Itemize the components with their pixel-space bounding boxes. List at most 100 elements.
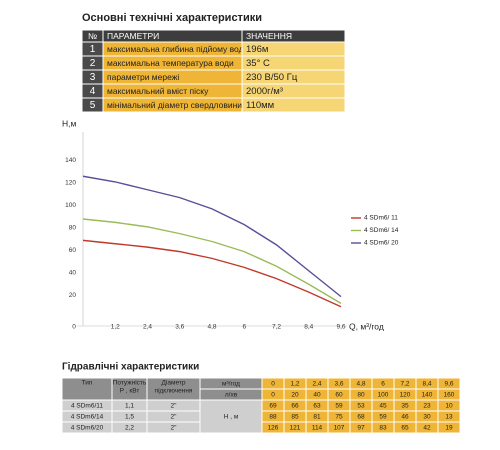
table-cell-text: 2 — [90, 58, 96, 69]
table-cell-text: 8,4 — [422, 381, 431, 388]
table-cell-text: 53 — [357, 403, 365, 410]
table-cell-text: 81 — [313, 414, 321, 421]
table-cell-text: 45 — [379, 403, 387, 410]
table-cell-text: 75 — [335, 414, 343, 421]
table-header: ЗНАЧЕННЯ — [246, 31, 292, 41]
table-cell-text: 160 — [444, 392, 455, 399]
legend-label: 4 SDm6/ 14 — [364, 227, 399, 234]
table-cell-text: 7,2 — [400, 381, 409, 388]
table-cell-text: 110мм — [246, 100, 274, 111]
table-cell-text: 63 — [313, 403, 321, 410]
table-cell-text: 13 — [445, 414, 453, 421]
y-tick-label: 60 — [69, 247, 77, 254]
table-header: Діаметр — [162, 379, 186, 387]
y-tick-label: 100 — [65, 202, 76, 209]
table-cell-text: 100 — [378, 392, 389, 399]
y-tick-label: 120 — [65, 180, 76, 187]
table-cell-text: 126 — [268, 425, 279, 432]
y-tick-label: 80 — [69, 225, 77, 232]
table-cell-text: 2" — [171, 425, 178, 432]
table-header: Потужність — [113, 379, 147, 387]
table-cell-text: 60 — [335, 392, 343, 399]
table-cell — [241, 97, 346, 113]
table-cell-text: 59 — [335, 403, 343, 410]
table-header: м³/год — [222, 381, 240, 388]
x-tick-label: 9,6 — [336, 324, 345, 331]
table-cell-text: 120 — [400, 392, 411, 399]
table-cell-text: 97 — [357, 425, 365, 432]
table-cell-text: 80 — [357, 392, 365, 399]
table-cell-text: максимальний вміст піску — [107, 86, 209, 96]
table-cell-text: 1,1 — [125, 403, 134, 410]
table-cell-text: 66 — [291, 403, 299, 410]
table-header: підключення — [155, 387, 193, 395]
table-cell-text: 140 — [422, 392, 433, 399]
table-cell-text: 35° С — [246, 58, 270, 69]
table-cell-text: максимальна глибина підйому води — [107, 44, 249, 54]
legend-label: 4 SDm6/ 20 — [364, 240, 399, 247]
x-tick-label: 4,8 — [207, 324, 216, 331]
y-tick-label: 20 — [69, 292, 77, 299]
table-cell-text: 69 — [269, 403, 277, 410]
table-header: Р , кВт — [120, 388, 140, 395]
table-cell-text: 9,6 — [444, 381, 453, 388]
table-cell-text: 4 SDm6/20 — [71, 425, 104, 432]
table-header: № — [88, 31, 97, 41]
table-cell-text: 20 — [291, 392, 299, 399]
x-tick-label: 3,6 — [175, 324, 184, 331]
table-cell-text: 2" — [171, 403, 178, 410]
table-cell-text: 114 — [312, 425, 323, 432]
table-cell-text: 68 — [357, 414, 365, 421]
table-cell-text: 4 SDm6/14 — [71, 414, 104, 421]
table-cell-text: 196м — [246, 44, 268, 55]
table-cell-text: 0 — [271, 381, 275, 388]
table-cell-text: 230 В/50 Гц — [246, 72, 298, 83]
table-header: Тип — [82, 380, 93, 387]
table-cell-text: 46 — [401, 414, 409, 421]
table-cell-text: 10 — [445, 403, 453, 410]
spec-title: Основні технічні характеристики — [82, 12, 262, 24]
y-axis-label: Н,м — [62, 118, 77, 128]
table-cell-text: 1 — [90, 44, 96, 55]
table-cell-text: 65 — [401, 425, 409, 432]
x-tick-label: 8,4 — [304, 324, 313, 331]
table-cell-text: 3 — [90, 72, 96, 83]
table-cell-text: 121 — [290, 425, 301, 432]
x-tick-label: 0 — [72, 324, 76, 331]
table-cell-text: 2,2 — [125, 425, 134, 432]
series-line — [82, 218, 342, 304]
table-cell-text: 85 — [291, 414, 299, 421]
table-cell-text: 42 — [423, 425, 431, 432]
table-cell-text: 83 — [379, 425, 387, 432]
table-cell-text: 5 — [90, 100, 96, 111]
table-cell — [437, 421, 461, 434]
x-axis-label: Q, м³/год — [349, 321, 384, 331]
table-cell-text: 3,6 — [334, 381, 343, 388]
table-cell-text: 2" — [171, 414, 178, 421]
table-cell-text: 23 — [423, 403, 431, 410]
table-cell-text: 0 — [271, 392, 275, 399]
table-cell-text: 2,4 — [312, 381, 321, 388]
table-cell-text: 107 — [334, 425, 345, 432]
x-tick-label: 1,2 — [111, 324, 120, 331]
table-cell-text: максимальна температура води — [107, 58, 234, 68]
table-cell-text: 59 — [379, 414, 387, 421]
table-cell-text: 40 — [313, 392, 321, 399]
table-header: ПАРАМЕТРИ — [107, 31, 159, 41]
table-cell-text: 4 — [90, 86, 96, 97]
table-cell-text: 19 — [445, 425, 453, 432]
x-tick-label: 2,4 — [143, 324, 152, 331]
x-tick-label: 7,2 — [272, 324, 281, 331]
table-cell-text: 30 — [423, 414, 431, 421]
table-cell-text: 4 SDm6/11 — [71, 403, 103, 410]
y-tick-label: 40 — [69, 270, 77, 277]
table-cell-text: мінімальний діаметр свердловини — [107, 100, 242, 110]
series-line — [82, 239, 342, 308]
table-cell-text: 35 — [401, 403, 409, 410]
table-header: Н , м — [224, 414, 239, 421]
table-cell-text: 6 — [381, 381, 385, 388]
table-header: л/хв — [225, 392, 238, 399]
table-cell-text: 4,8 — [356, 381, 365, 388]
table-cell — [146, 421, 201, 434]
